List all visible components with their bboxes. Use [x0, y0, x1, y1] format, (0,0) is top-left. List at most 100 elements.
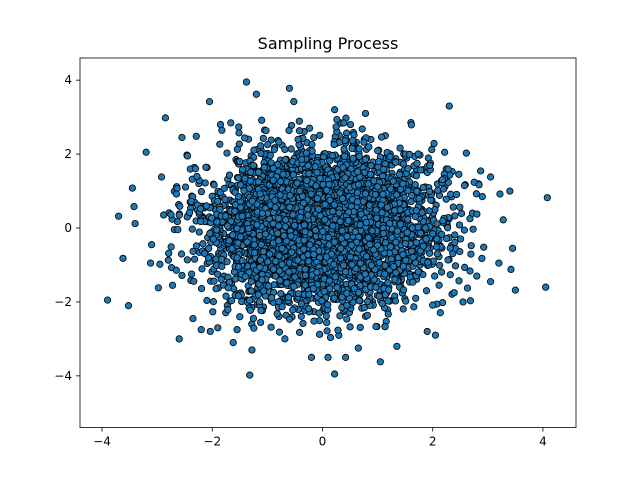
data-point [282, 216, 290, 224]
data-point [330, 201, 338, 209]
data-point [457, 209, 466, 218]
data-point [344, 217, 353, 225]
data-point [404, 164, 412, 173]
data-point [209, 298, 218, 306]
data-point [157, 173, 166, 181]
data-point [301, 271, 310, 279]
data-point [216, 140, 224, 148]
data-point [178, 271, 186, 280]
data-point [348, 136, 357, 145]
data-point [234, 263, 243, 271]
data-point [431, 206, 439, 214]
data-point [400, 286, 408, 294]
data-point [271, 196, 279, 204]
data-point [315, 330, 324, 338]
data-point [480, 243, 488, 251]
data-point [355, 297, 363, 305]
data-point [374, 147, 382, 155]
data-point [393, 227, 402, 235]
data-point [357, 210, 365, 218]
data-point [216, 120, 225, 129]
data-point [191, 255, 199, 263]
data-point [197, 188, 205, 196]
data-point [473, 210, 481, 218]
data-point [361, 190, 370, 198]
data-point [358, 125, 366, 133]
data-point [389, 177, 397, 185]
data-point [361, 270, 369, 278]
data-point [326, 196, 334, 204]
data-point [341, 268, 350, 276]
data-point [273, 229, 282, 237]
data-point [375, 292, 383, 300]
data-point [330, 140, 338, 149]
data-point [351, 228, 359, 236]
data-point [234, 174, 242, 182]
data-point [295, 127, 304, 135]
data-point [314, 205, 323, 213]
data-point [236, 157, 244, 166]
data-point [277, 289, 285, 298]
data-point [218, 262, 226, 271]
data-point [403, 229, 411, 237]
data-point [259, 287, 268, 295]
data-point [366, 240, 374, 248]
data-point [290, 98, 298, 106]
data-point [430, 139, 438, 148]
data-point [353, 198, 362, 206]
data-point [316, 174, 324, 182]
data-point [399, 160, 407, 168]
data-point [148, 241, 156, 249]
data-point [222, 292, 230, 300]
data-point [350, 284, 358, 293]
data-point [346, 253, 354, 261]
data-point [392, 158, 400, 166]
data-point [326, 333, 335, 342]
data-point [315, 309, 323, 317]
data-point [433, 220, 441, 228]
data-point [434, 186, 442, 194]
data-point [293, 179, 301, 187]
data-point [375, 259, 383, 267]
data-point [353, 189, 362, 197]
data-point [213, 226, 221, 234]
data-point [367, 261, 376, 269]
data-point [412, 172, 420, 180]
data-point [183, 152, 192, 160]
data-point [218, 255, 226, 263]
data-point [348, 241, 356, 249]
data-point [296, 213, 305, 221]
data-point [209, 235, 217, 243]
data-point [362, 252, 371, 260]
data-point [239, 165, 247, 174]
data-point [285, 126, 293, 135]
data-point [354, 180, 363, 189]
data-point [422, 235, 430, 243]
data-point [371, 191, 379, 199]
data-point [428, 145, 436, 154]
data-point [324, 233, 333, 242]
data-point [319, 227, 327, 236]
data-point [284, 293, 293, 302]
data-point [228, 296, 236, 305]
data-point [355, 245, 363, 253]
data-point [396, 220, 405, 228]
data-point [197, 285, 206, 293]
data-point [160, 211, 168, 219]
data-point [298, 155, 306, 163]
data-point [372, 206, 380, 214]
data-point [339, 163, 347, 172]
data-point [229, 231, 237, 239]
data-point [257, 318, 265, 327]
data-point [272, 257, 280, 265]
data-point [233, 224, 241, 233]
data-point [281, 223, 289, 231]
data-point [356, 221, 364, 229]
data-point [419, 242, 427, 250]
data-point [254, 168, 263, 176]
data-point [289, 211, 297, 219]
data-point [241, 272, 249, 281]
data-point [366, 170, 375, 178]
data-point [343, 233, 351, 241]
data-point [254, 291, 263, 299]
